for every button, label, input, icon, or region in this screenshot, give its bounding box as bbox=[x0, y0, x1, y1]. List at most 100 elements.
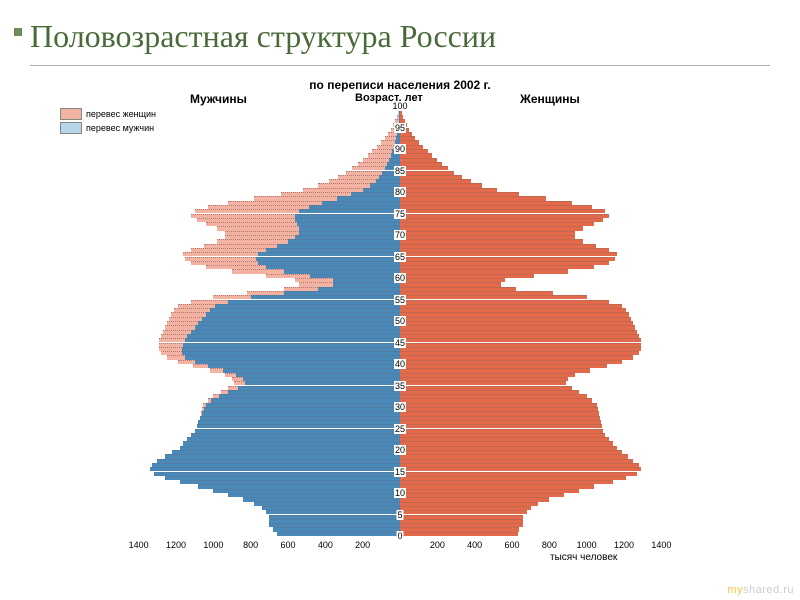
pyramid-row bbox=[120, 115, 680, 119]
population-pyramid: 0510152025303540455055606570758085909510… bbox=[120, 106, 680, 536]
female-bar bbox=[400, 265, 594, 269]
x-tick-label: 800 bbox=[243, 540, 258, 550]
male-bar bbox=[254, 502, 400, 506]
female-bar bbox=[400, 252, 617, 256]
female-bar bbox=[400, 231, 575, 235]
male-bar bbox=[228, 300, 400, 304]
female-bar bbox=[400, 115, 403, 119]
y-tick-label: 90 bbox=[394, 144, 406, 154]
female-bar bbox=[400, 312, 629, 316]
title-bullet-icon bbox=[14, 28, 22, 36]
female-bar bbox=[400, 287, 516, 291]
male-bar bbox=[269, 515, 400, 519]
y-tick-label: 55 bbox=[394, 295, 406, 305]
female-bar bbox=[400, 377, 568, 381]
left-side-label: Мужчины bbox=[190, 92, 247, 106]
male-bar bbox=[223, 368, 400, 372]
x-tick-label: 600 bbox=[504, 540, 519, 550]
female-bar bbox=[400, 510, 527, 514]
male-bar bbox=[284, 269, 400, 273]
male-bar bbox=[180, 480, 400, 484]
y-tick-label: 50 bbox=[394, 316, 406, 326]
female-bar bbox=[400, 484, 594, 488]
female-bar bbox=[400, 334, 639, 338]
watermark-suffix: shared.ru bbox=[743, 584, 794, 596]
female-bar bbox=[400, 429, 603, 433]
y-tick-label: 5 bbox=[396, 510, 403, 520]
pyramid-row bbox=[120, 523, 680, 527]
y-tick-label: 30 bbox=[394, 402, 406, 412]
pyramid-row bbox=[120, 158, 680, 162]
male-bar bbox=[195, 429, 400, 433]
male-bar bbox=[288, 239, 400, 243]
y-tick-label: 95 bbox=[394, 123, 406, 133]
female-bar bbox=[400, 351, 639, 355]
pyramid-row bbox=[120, 373, 680, 377]
male-bar bbox=[273, 527, 400, 531]
x-tick-label: 200 bbox=[430, 540, 445, 550]
y-tick-label: 100 bbox=[391, 101, 408, 111]
female-bar bbox=[400, 209, 605, 213]
female-bar bbox=[400, 201, 572, 205]
y-tick-label: 85 bbox=[394, 166, 406, 176]
male-bar bbox=[182, 347, 400, 351]
female-bar bbox=[400, 489, 579, 493]
male-bar bbox=[295, 214, 400, 218]
male-bar bbox=[258, 261, 400, 265]
pyramid-row bbox=[120, 480, 680, 484]
female-bar bbox=[400, 394, 587, 398]
slide-title: Половозрастная структура России bbox=[30, 18, 770, 55]
male-bar bbox=[318, 287, 400, 291]
female-bar bbox=[400, 274, 534, 278]
female-bar bbox=[400, 295, 587, 299]
male-bar bbox=[284, 291, 400, 295]
x-tick-label: 1000 bbox=[577, 540, 597, 550]
x-tick-label: 800 bbox=[542, 540, 557, 550]
x-tick-label: 1200 bbox=[614, 540, 634, 550]
y-tick-label: 20 bbox=[394, 445, 406, 455]
x-tick-label: 1200 bbox=[166, 540, 186, 550]
male-bar bbox=[256, 257, 400, 261]
female-bar bbox=[400, 325, 635, 329]
right-side-label: Женщины bbox=[520, 92, 580, 106]
y-tick-label: 25 bbox=[394, 424, 406, 434]
pyramid-row bbox=[120, 222, 680, 226]
male-bar bbox=[198, 420, 400, 424]
x-tick-label: 600 bbox=[280, 540, 295, 550]
male-bar bbox=[269, 519, 400, 523]
female-bar bbox=[400, 330, 637, 334]
female-bar bbox=[400, 166, 448, 170]
female-bar bbox=[400, 278, 505, 282]
female-bar bbox=[400, 459, 633, 463]
female-bar bbox=[400, 222, 594, 226]
female-bar bbox=[400, 416, 600, 420]
female-bar bbox=[400, 183, 482, 187]
male-bar bbox=[198, 484, 400, 488]
x-tick-label: 200 bbox=[355, 540, 370, 550]
male-bar bbox=[183, 343, 400, 347]
x-tick-label: 1400 bbox=[651, 540, 671, 550]
pyramid-row bbox=[120, 179, 680, 183]
male-bar bbox=[202, 411, 400, 415]
male-bar bbox=[187, 334, 400, 338]
male-bar bbox=[376, 179, 400, 183]
male-bar bbox=[299, 231, 400, 235]
chart-zone: по переписи населения 2002 г. Мужчины Же… bbox=[60, 78, 740, 578]
y-axis-title: Возраст, лет bbox=[355, 92, 423, 104]
male-bar bbox=[172, 450, 400, 454]
female-bar bbox=[400, 424, 602, 428]
male-bar bbox=[197, 424, 400, 428]
female-bar bbox=[400, 480, 613, 484]
male-bar bbox=[219, 394, 400, 398]
male-bar bbox=[165, 476, 400, 480]
male-bar bbox=[187, 437, 400, 441]
female-bar bbox=[400, 472, 637, 476]
female-bar bbox=[400, 136, 415, 140]
male-bar bbox=[215, 304, 400, 308]
female-bar bbox=[400, 214, 609, 218]
female-bar bbox=[400, 497, 549, 501]
title-area: Половозрастная структура России bbox=[0, 0, 800, 61]
male-bar bbox=[299, 226, 400, 230]
female-bar bbox=[400, 381, 566, 385]
pyramid-row bbox=[120, 416, 680, 420]
